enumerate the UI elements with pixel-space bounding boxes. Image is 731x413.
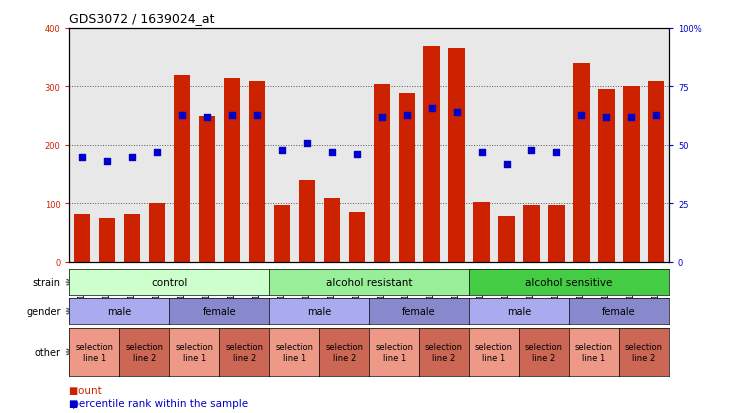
Bar: [74, 214, 90, 262]
Point: [276, 147, 287, 154]
Point: [101, 159, 113, 165]
Bar: [499, 217, 515, 262]
Point: [326, 149, 338, 156]
Point: [651, 112, 662, 119]
Point: [476, 149, 488, 156]
Point: [251, 112, 262, 119]
Text: selection
line 2: selection line 2: [225, 342, 263, 362]
Text: selection
line 1: selection line 1: [575, 342, 613, 362]
Bar: [398, 94, 414, 262]
Text: alcohol resistant: alcohol resistant: [326, 278, 412, 287]
Point: [575, 112, 587, 119]
Text: GDS3072 / 1639024_at: GDS3072 / 1639024_at: [69, 12, 215, 25]
Bar: [298, 180, 315, 262]
Bar: [598, 90, 615, 262]
Text: other: other: [34, 347, 61, 357]
Bar: [548, 206, 564, 262]
Bar: [648, 81, 664, 262]
Text: selection
line 2: selection line 2: [325, 342, 363, 362]
Bar: [224, 78, 240, 262]
Point: [425, 105, 437, 112]
Text: percentile rank within the sample: percentile rank within the sample: [69, 398, 249, 408]
Text: female: female: [202, 306, 236, 316]
Point: [526, 147, 537, 154]
Point: [76, 154, 88, 161]
Text: selection
line 2: selection line 2: [625, 342, 663, 362]
Bar: [148, 204, 165, 262]
Point: [626, 114, 637, 121]
Text: gender: gender: [26, 306, 61, 316]
Bar: [273, 206, 290, 262]
Text: female: female: [602, 306, 636, 316]
Text: selection
line 1: selection line 1: [276, 342, 313, 362]
Text: selection
line 2: selection line 2: [425, 342, 463, 362]
Bar: [249, 81, 265, 262]
Bar: [199, 116, 215, 262]
Text: alcohol sensitive: alcohol sensitive: [526, 278, 613, 287]
Text: selection
line 1: selection line 1: [175, 342, 213, 362]
Bar: [624, 87, 640, 262]
Bar: [448, 49, 465, 262]
Bar: [349, 213, 365, 262]
Bar: [423, 46, 440, 262]
Bar: [124, 214, 140, 262]
Point: [176, 112, 188, 119]
Text: female: female: [402, 306, 436, 316]
Point: [126, 154, 137, 161]
Text: selection
line 2: selection line 2: [525, 342, 563, 362]
Bar: [523, 206, 539, 262]
Bar: [324, 198, 340, 262]
Point: [376, 114, 387, 121]
Text: selection
line 1: selection line 1: [375, 342, 413, 362]
Text: male: male: [307, 306, 331, 316]
Point: [301, 140, 313, 147]
Bar: [374, 84, 390, 262]
Text: selection
line 1: selection line 1: [475, 342, 513, 362]
Point: [401, 112, 412, 119]
Text: control: control: [151, 278, 188, 287]
Text: selection
line 1: selection line 1: [75, 342, 113, 362]
Point: [451, 109, 463, 116]
Point: [550, 149, 562, 156]
Text: male: male: [107, 306, 132, 316]
Point: [201, 114, 213, 121]
Bar: [99, 218, 115, 262]
Bar: [474, 203, 490, 262]
Text: male: male: [507, 306, 531, 316]
Text: ■: ■: [68, 398, 77, 408]
Point: [601, 114, 613, 121]
Point: [151, 149, 163, 156]
Bar: [573, 64, 590, 262]
Text: ■: ■: [68, 385, 77, 395]
Point: [501, 161, 512, 168]
Bar: [174, 76, 190, 262]
Point: [351, 152, 363, 158]
Text: count: count: [69, 385, 102, 395]
Point: [226, 112, 238, 119]
Text: selection
line 2: selection line 2: [126, 342, 163, 362]
Text: strain: strain: [33, 278, 61, 287]
